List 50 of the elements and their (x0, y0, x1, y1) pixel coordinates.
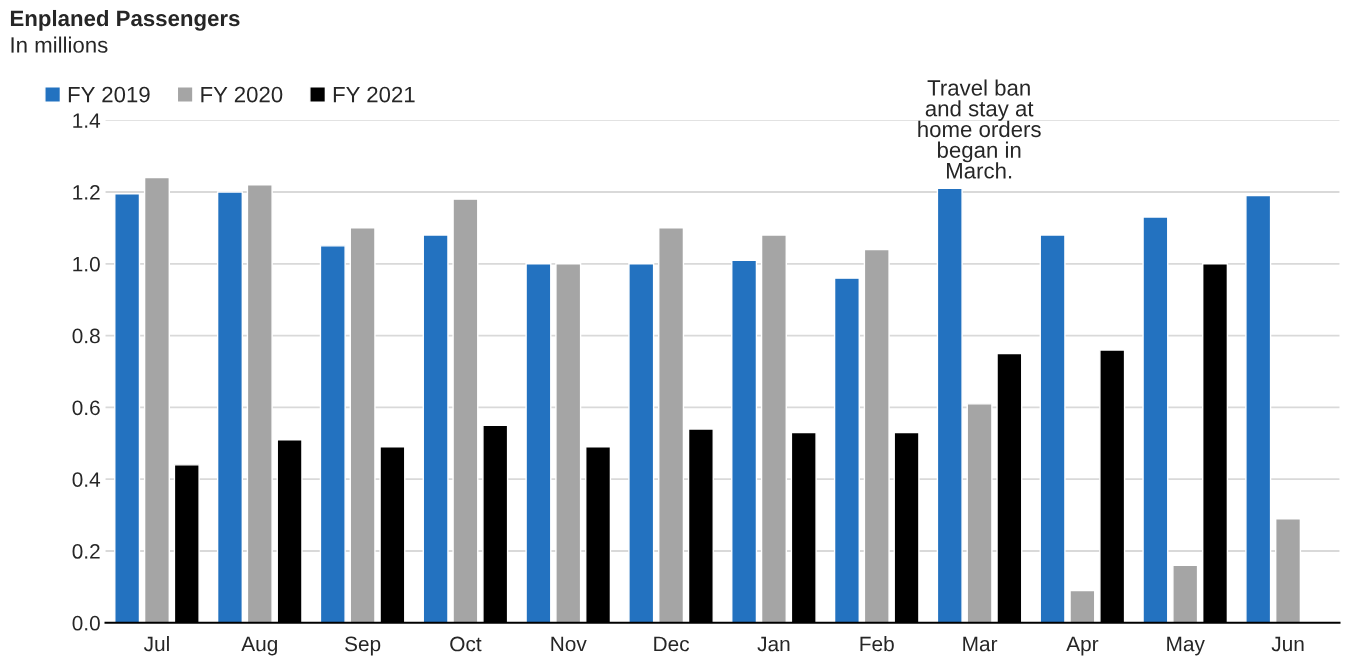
legend-label: FY 2021 (333, 86, 415, 103)
y-tick-label: 0.2 (72, 544, 100, 559)
bar (863, 248, 890, 623)
x-tick-label: Feb (860, 636, 894, 652)
bar (833, 277, 860, 623)
bar (143, 176, 170, 623)
x-tick-label: Jan (757, 636, 790, 652)
x-tick-label: Jun (1271, 636, 1304, 652)
chart-title: Enplaned Passengers (10, 9, 240, 31)
y-tick-label: 0.8 (72, 328, 100, 344)
legend-label: FY 2020 (201, 86, 283, 103)
bar (936, 187, 963, 623)
bar (319, 245, 346, 623)
bar (114, 193, 141, 623)
bar (1172, 564, 1199, 623)
x-tick-label: May (1167, 636, 1205, 656)
bar (1039, 234, 1066, 623)
bar (452, 198, 479, 623)
x-tick-label: Sep (345, 636, 381, 656)
chart-subtitle: In millions (11, 36, 108, 53)
bar (966, 403, 993, 623)
legend-label: FY 2019 (68, 86, 150, 103)
annotation: Travel ban and stay at home orders began in March. (918, 79, 1041, 179)
bar (1142, 216, 1169, 623)
y-tick-label: 1.2 (73, 184, 100, 200)
y-tick-label: 0.6 (72, 400, 100, 416)
bar (422, 234, 449, 623)
bar (658, 227, 685, 623)
bar (1069, 589, 1096, 623)
y-tick-label: 0.0 (72, 615, 100, 631)
bar (246, 184, 273, 623)
bar (628, 263, 655, 623)
x-tick-label: Jul (143, 636, 169, 652)
bar (731, 259, 758, 623)
bar (1275, 518, 1302, 623)
y-tick-label: 0.4 (72, 472, 101, 487)
x-tick-label: Oct (450, 636, 482, 652)
bar (1245, 194, 1272, 623)
x-tick-label: Mar (963, 636, 998, 652)
x-tick-label: Dec (654, 636, 690, 652)
bar (525, 263, 552, 623)
x-tick-label: Apr (1066, 636, 1099, 656)
bar (555, 263, 582, 623)
y-tick-label: 1.0 (73, 256, 100, 272)
bar (349, 227, 376, 623)
x-tick-label: Nov (551, 636, 587, 652)
bar (216, 191, 243, 623)
x-tick-label: Aug (241, 636, 277, 656)
y-tick-label: 1.4 (73, 113, 101, 128)
bar (760, 234, 787, 623)
